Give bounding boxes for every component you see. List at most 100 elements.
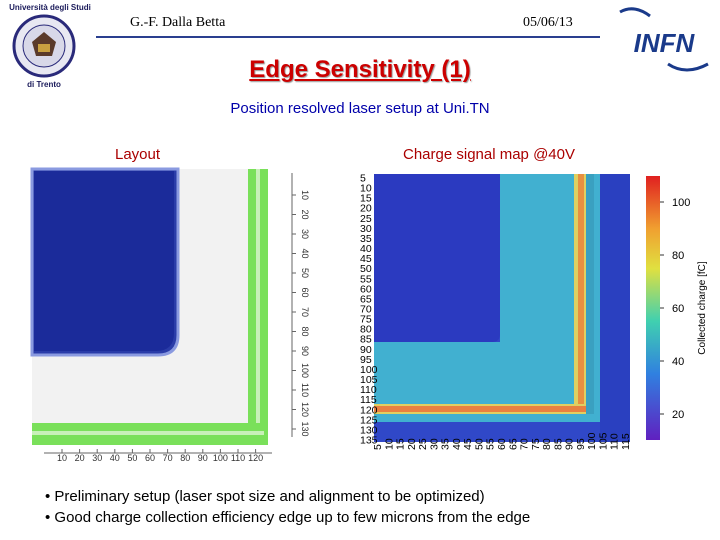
map-y-tick: 135 bbox=[360, 435, 378, 447]
map-x-tick: 80 bbox=[541, 438, 553, 450]
university-logo: Università degli Studi di Trento bbox=[9, 3, 91, 89]
layout-x-tick: 120 bbox=[248, 453, 263, 463]
map-y-tick: 85 bbox=[360, 334, 372, 346]
map-y-tick: 5 bbox=[360, 173, 366, 185]
map-y-tick: 50 bbox=[360, 263, 372, 275]
map-y-tick: 95 bbox=[360, 354, 372, 366]
map-y-tick: 65 bbox=[360, 293, 372, 305]
bullet-item: • Preliminary setup (laser spot size and… bbox=[45, 488, 485, 505]
map-y-tick: 70 bbox=[360, 304, 372, 316]
map-y-tick: 30 bbox=[360, 223, 372, 235]
bullet-item: • Good charge collection efficiency edge… bbox=[45, 509, 531, 526]
map-x-tick: 70 bbox=[519, 438, 531, 450]
layout-y-tick: 30 bbox=[300, 229, 310, 239]
map-y-tick: 125 bbox=[360, 414, 378, 426]
map-x-tick: 105 bbox=[597, 432, 609, 450]
layout-y-tick: 130 bbox=[300, 421, 310, 436]
map-x-tick: 45 bbox=[462, 438, 474, 450]
colorbar-tick: 100 bbox=[672, 197, 690, 209]
map-x-tick: 10 bbox=[383, 438, 395, 450]
slide-date: 05/06/13 bbox=[523, 15, 573, 30]
map-x-tick: 100 bbox=[586, 432, 598, 450]
map-y-tick: 90 bbox=[360, 344, 372, 356]
map-y-tick: 75 bbox=[360, 314, 372, 326]
logo-text-bottom: di Trento bbox=[27, 80, 61, 89]
map-x-tick: 55 bbox=[485, 438, 497, 450]
map-y-axis: 5101520253035404550556065707580859095100… bbox=[360, 173, 378, 447]
logo-text-top: Università degli Studi bbox=[9, 3, 91, 12]
map-x-tick: 20 bbox=[406, 438, 418, 450]
map-y-tick: 25 bbox=[360, 213, 372, 225]
charge-map-label: Charge signal map @40V bbox=[403, 146, 575, 163]
infn-logo-text: INFN bbox=[634, 28, 696, 58]
map-y-tick: 45 bbox=[360, 253, 372, 265]
map-y-tick: 120 bbox=[360, 404, 378, 416]
layout-y-tick: 90 bbox=[300, 346, 310, 356]
layout-x-axis: 10 20 30 40 50 60 70 80 90 100 110 120 bbox=[44, 449, 272, 463]
map-y-tick: 60 bbox=[360, 283, 372, 295]
map-x-tick: 50 bbox=[473, 438, 485, 450]
header-rule bbox=[96, 36, 600, 38]
map-x-tick: 5 bbox=[372, 444, 384, 450]
layout-x-tick: 20 bbox=[75, 453, 85, 463]
map-x-tick: 65 bbox=[507, 438, 519, 450]
map-x-tick: 40 bbox=[451, 438, 463, 450]
slide-subtitle: Position resolved laser setup at Uni.TN bbox=[230, 100, 490, 117]
map-y-tick: 110 bbox=[360, 384, 377, 396]
map-y-tick: 115 bbox=[360, 394, 377, 406]
colorbar-ticks: 100 80 60 40 20 bbox=[660, 197, 690, 421]
map-x-tick: 115 bbox=[620, 433, 632, 450]
layout-y-tick: 80 bbox=[300, 326, 310, 336]
layout-y-tick: 60 bbox=[300, 287, 310, 297]
colorbar-tick: 40 bbox=[672, 356, 684, 368]
map-x-tick: 25 bbox=[417, 438, 429, 450]
map-x-tick: 95 bbox=[575, 438, 587, 450]
layout-x-tick: 40 bbox=[110, 453, 120, 463]
map-y-tick: 105 bbox=[360, 374, 378, 386]
colorbar-tick: 80 bbox=[672, 250, 684, 262]
layout-x-tick: 80 bbox=[180, 453, 190, 463]
map-y-tick: 35 bbox=[360, 233, 372, 245]
map-y-tick: 80 bbox=[360, 324, 372, 336]
infn-logo: INFN bbox=[619, 7, 709, 72]
layout-label: Layout bbox=[115, 146, 161, 163]
layout-y-tick: 70 bbox=[300, 307, 310, 317]
colorbar-label: Collected charge [fC] bbox=[697, 261, 708, 355]
layout-x-tick: 10 bbox=[57, 453, 67, 463]
map-y-tick: 55 bbox=[360, 273, 372, 285]
layout-x-tick: 50 bbox=[127, 453, 137, 463]
bullet-list: • Preliminary setup (laser spot size and… bbox=[45, 486, 530, 528]
layout-x-tick: 110 bbox=[231, 453, 245, 463]
colorbar bbox=[646, 176, 660, 440]
map-y-tick: 100 bbox=[360, 364, 378, 376]
map-x-axis: 5 10 15 20 25 30 35 40 45 50 55 60 65 70 75 80 85 90 95 100… bbox=[372, 432, 632, 450]
layout-y-tick: 100 bbox=[300, 363, 310, 378]
layout-y-axis: 10 20 30 40 50 60 70 80 90 100 110 120 130 bbox=[291, 173, 310, 437]
layout-x-tick: 100 bbox=[213, 453, 228, 463]
map-y-tick: 10 bbox=[360, 183, 372, 195]
map-y-tick: 20 bbox=[360, 203, 372, 215]
layout-y-tick: 120 bbox=[300, 402, 310, 417]
map-x-tick: 60 bbox=[496, 438, 508, 450]
layout-x-tick: 30 bbox=[92, 453, 102, 463]
layout-y-tick: 10 bbox=[300, 190, 310, 200]
map-x-tick: 110 bbox=[609, 433, 621, 450]
map-y-tick: 40 bbox=[360, 243, 372, 255]
map-x-tick: 85 bbox=[552, 438, 564, 450]
slide-title: Edge Sensitivity (1) bbox=[249, 56, 471, 83]
map-x-tick: 15 bbox=[395, 438, 407, 450]
map-x-tick: 30 bbox=[428, 438, 440, 450]
layout-x-tick: 60 bbox=[145, 453, 155, 463]
layout-y-tick: 110 bbox=[300, 383, 310, 397]
map-y-tick: 130 bbox=[360, 424, 378, 436]
colorbar-tick: 60 bbox=[672, 303, 684, 315]
colorbar-tick: 20 bbox=[672, 409, 684, 421]
layout-y-tick: 40 bbox=[300, 248, 310, 258]
layout-y-tick: 20 bbox=[300, 209, 310, 219]
layout-y-tick: 50 bbox=[300, 268, 310, 278]
author-name: G.-F. Dalla Betta bbox=[130, 15, 226, 30]
layout-drawing: 10 20 30 40 50 60 70 80 90 100 110 120 102030405060… bbox=[30, 167, 310, 463]
layout-x-tick: 90 bbox=[198, 453, 208, 463]
map-x-tick: 35 bbox=[440, 438, 452, 450]
charge-signal-map: 5101520253035404550556065707580859095100… bbox=[360, 173, 708, 451]
